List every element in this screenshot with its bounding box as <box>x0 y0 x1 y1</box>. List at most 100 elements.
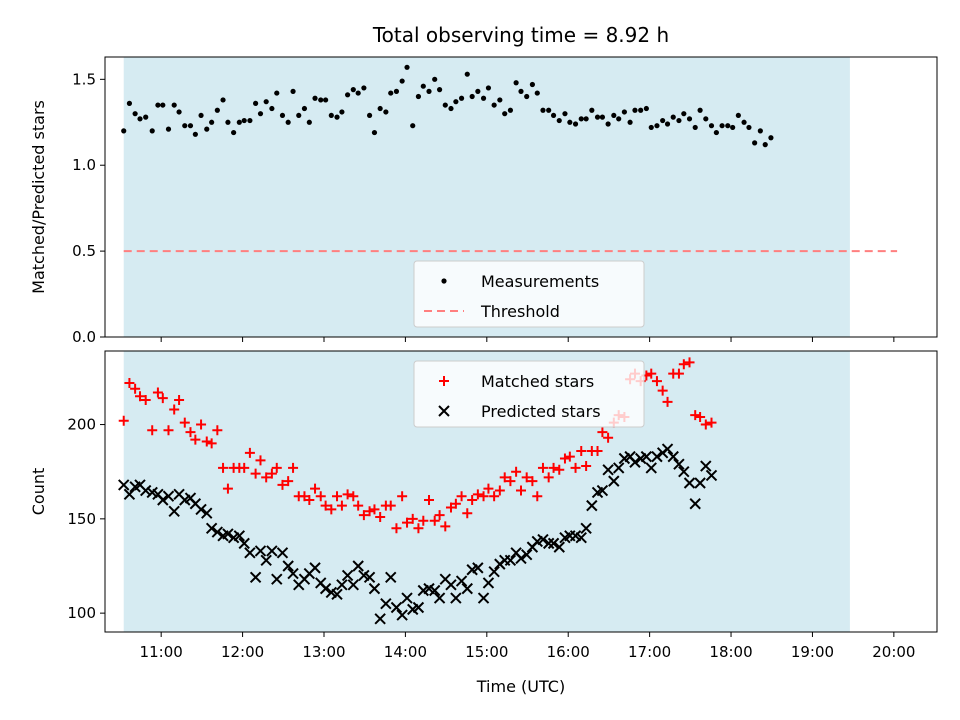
measurements-point <box>296 112 302 119</box>
measurements-point <box>660 117 666 124</box>
matched-stars-point <box>255 455 266 466</box>
measurements-point <box>795 0 800 3</box>
predicted-stars-point <box>461 582 473 595</box>
measurements-point <box>654 123 660 129</box>
matched-stars-point <box>695 412 706 423</box>
matched-stars-point <box>364 506 375 517</box>
x-tick-label: 15:00 <box>465 643 508 661</box>
matched-stars-point <box>397 491 408 502</box>
measurements-point <box>420 83 426 89</box>
matched-stars-point <box>505 476 516 487</box>
measurements-point <box>121 128 127 134</box>
measurements-point <box>762 142 768 148</box>
measurements-point <box>823 0 828 3</box>
measurements-point <box>567 119 573 125</box>
measurements-point <box>231 129 237 136</box>
predicted-stars-point <box>450 592 462 604</box>
measurements-point <box>453 99 459 105</box>
matched-stars-point <box>684 357 695 368</box>
series-layer <box>121 0 898 253</box>
measurements-point <box>263 99 269 105</box>
predicted-stars-point <box>287 567 299 580</box>
measurements-point <box>182 123 188 129</box>
matched-stars-point <box>516 485 526 496</box>
measurements-point <box>475 88 481 94</box>
matched-stars-point <box>662 396 673 407</box>
predicted-stars-point <box>689 498 701 510</box>
predicted-stars-point <box>504 554 517 567</box>
predicted-stars-point <box>651 450 663 463</box>
matched-stars-legend-key <box>439 376 449 386</box>
predicted-stars-point <box>254 545 267 557</box>
measurements-point <box>176 109 182 115</box>
measurements-point <box>415 93 422 100</box>
measurements-point <box>318 97 324 103</box>
predicted-stars-point <box>472 562 484 574</box>
measurements-point <box>664 121 671 127</box>
predicted-stars-point <box>542 537 555 550</box>
measurements-point <box>562 111 568 117</box>
matched-stars-point <box>266 468 277 479</box>
matched-stars-point <box>592 445 603 456</box>
y-tick-label: 0.0 <box>72 328 96 346</box>
matched-stars-point <box>288 462 299 473</box>
matched-stars-point <box>190 434 201 445</box>
predicted-stars-point <box>244 547 256 559</box>
measurements-point <box>529 81 535 88</box>
measurements-point <box>366 112 373 119</box>
measurements-point <box>198 112 204 119</box>
predicted-stars-point <box>515 552 527 565</box>
matched-stars-point <box>413 523 424 534</box>
measurements-point <box>410 123 416 129</box>
matched-stars-point <box>472 489 483 500</box>
x-tick-label: 14:00 <box>384 643 427 661</box>
axes-frame <box>104 56 938 338</box>
matched-stars-point <box>559 453 570 464</box>
predicted-stars-point <box>238 537 250 550</box>
measurements-point <box>546 107 552 113</box>
measurements-point <box>768 135 774 141</box>
matched-stars-point <box>429 515 440 526</box>
predicted-stars-point <box>222 528 234 540</box>
predicted-stars-point <box>673 458 685 470</box>
axes-frame <box>104 350 938 633</box>
x-tick-label: 20:00 <box>872 643 915 661</box>
measurements-point <box>703 116 709 122</box>
y-tick-label: 1.0 <box>72 156 96 174</box>
measurements-point <box>811 0 816 3</box>
measurements-point <box>877 0 882 3</box>
predicted-stars-point <box>205 522 218 534</box>
measurements-point <box>785 0 790 3</box>
measurements-point <box>686 116 693 122</box>
predicted-stars-point <box>694 477 706 489</box>
predicted-stars-point <box>249 571 262 584</box>
matched-stars-point <box>527 476 538 487</box>
measurements-point <box>399 78 405 84</box>
predicted-stars-point <box>266 545 278 557</box>
matched-stars-point <box>678 359 689 370</box>
measurements-point <box>779 0 784 3</box>
predicted-stars-point <box>586 499 598 512</box>
measurements-point <box>491 102 497 108</box>
measurements-point <box>556 117 562 124</box>
predicted-stars-point <box>319 582 332 595</box>
measurements-point <box>611 112 617 119</box>
legend-label: Measurements <box>481 272 599 291</box>
matched-stars-point <box>152 387 163 398</box>
measurements-point <box>306 119 312 125</box>
measurements-point <box>160 102 166 108</box>
matched-stars-point <box>418 515 429 526</box>
predicted-stars-point <box>667 450 679 463</box>
measurements-point <box>534 90 540 96</box>
measurements-point <box>524 93 530 100</box>
predicted-stars-point <box>168 505 180 518</box>
measurements-point <box>155 102 161 108</box>
measurements-point <box>589 107 595 113</box>
matched-stars-point <box>315 491 326 502</box>
measurements-point <box>192 131 198 137</box>
predicted-stars-point <box>596 484 609 497</box>
measurements-point <box>790 0 795 3</box>
predicted-stars-point <box>162 490 175 502</box>
predicted-stars-point <box>123 488 136 501</box>
matched-stars-point <box>179 417 190 428</box>
